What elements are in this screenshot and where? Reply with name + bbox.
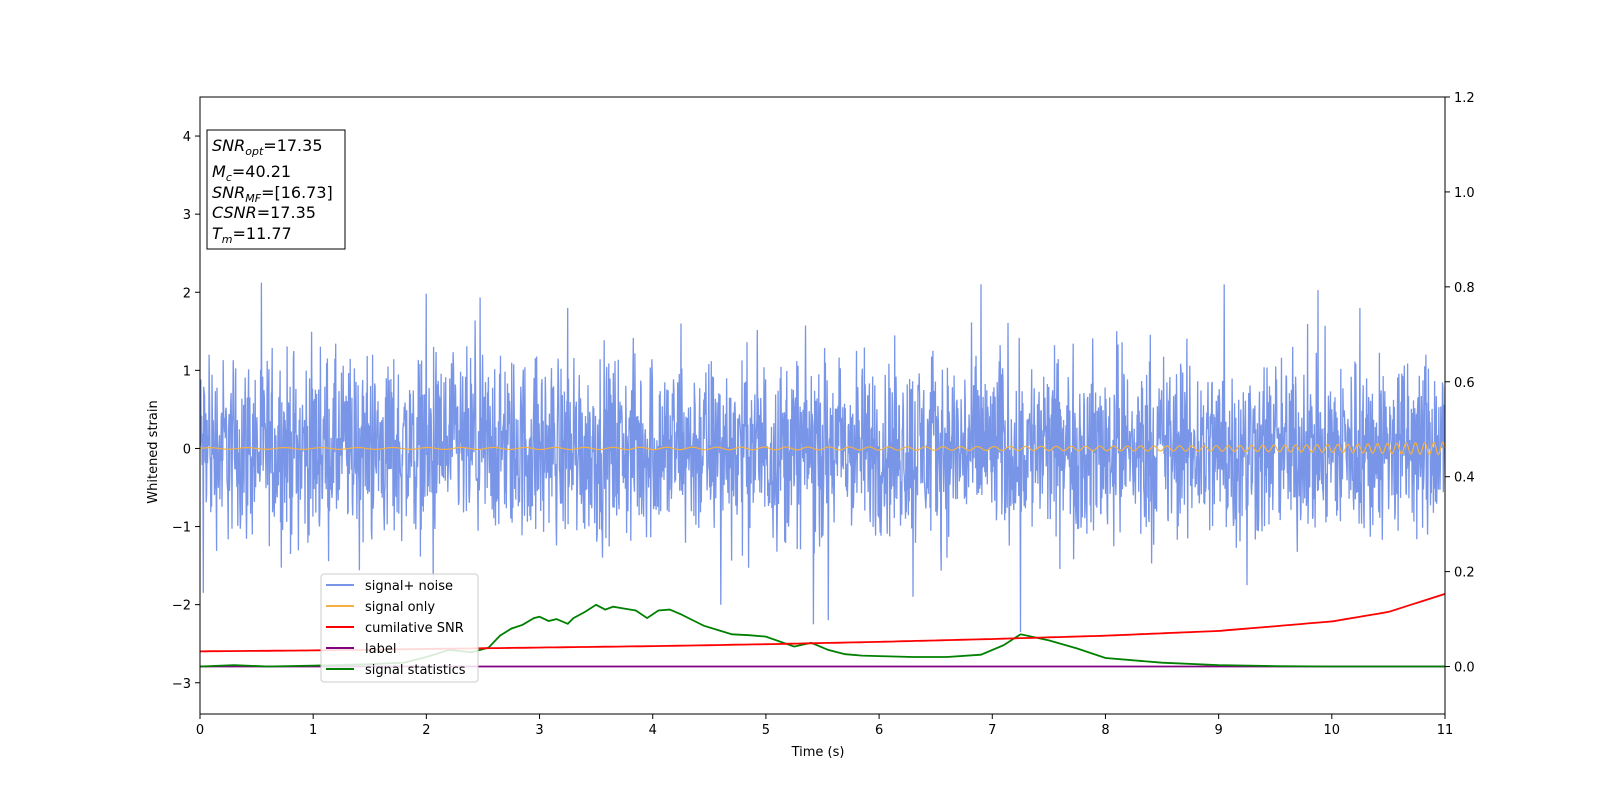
y-right-tick-label: 0.6 bbox=[1454, 376, 1475, 391]
y-tick-label: −3 bbox=[172, 677, 191, 692]
info-box-line: CSNR=17.35 bbox=[212, 203, 316, 222]
info-box-line: Tm=11.77 bbox=[212, 224, 292, 246]
info-box-line: SNRopt=17.35 bbox=[212, 136, 323, 158]
series-signal-only-line bbox=[200, 441, 1445, 456]
legend-label: label bbox=[365, 642, 396, 657]
x-tick-label: 9 bbox=[1214, 723, 1222, 738]
info-box: SNRopt=17.35 Mc=40.21SNRMF=[16.73]CSNR=17… bbox=[206, 129, 346, 250]
info-box-frame bbox=[206, 129, 346, 250]
x-tick-label: 3 bbox=[535, 723, 543, 738]
y-tick-label: −1 bbox=[172, 521, 191, 536]
legend-frame bbox=[320, 573, 479, 683]
x-tick-label: 2 bbox=[422, 723, 430, 738]
x-tick-label: 11 bbox=[1437, 723, 1454, 738]
y-tick-label: 0 bbox=[183, 442, 191, 457]
y-tick-label: 2 bbox=[183, 286, 191, 301]
y-right-tick-label: 1.2 bbox=[1454, 91, 1475, 106]
x-tick-label: 5 bbox=[762, 723, 770, 738]
y-right-tick-label: 0.2 bbox=[1454, 566, 1475, 581]
legend-label: signal+ noise bbox=[365, 579, 453, 594]
info-box-line: SNRMF=[16.73] bbox=[212, 183, 333, 205]
y-axis-label: Whitened strain bbox=[146, 400, 161, 503]
x-tick-label: 0 bbox=[196, 723, 204, 738]
legend-label: signal only bbox=[365, 600, 435, 615]
info-box-line: Mc=40.21 bbox=[212, 162, 291, 184]
y-tick-label: 1 bbox=[183, 364, 191, 379]
y-tick-label: 3 bbox=[183, 208, 191, 223]
x-tick-label: 4 bbox=[649, 723, 657, 738]
legend: signal+ noise signal only cumilative SNR la… bbox=[320, 573, 479, 683]
x-tick-label: 1 bbox=[309, 723, 317, 738]
legend-label: signal statistics bbox=[365, 663, 466, 678]
y-right-tick-label: 1.0 bbox=[1454, 186, 1475, 201]
x-tick-label: 6 bbox=[875, 723, 883, 738]
plot-frame bbox=[199, 96, 1446, 715]
y-right-tick-label: 0.0 bbox=[1454, 661, 1475, 676]
series-signal-noise-line bbox=[200, 282, 1445, 633]
x-axis-label: Time (s) bbox=[791, 745, 845, 760]
axes: 0 1 2 3 4 5 6 7 8 9 10 11 −3 −2 −1 0 1 2 3 4 0.0 0.2 0.4 0.6 0.8… bbox=[172, 91, 1475, 738]
x-tick-label: 8 bbox=[1101, 723, 1109, 738]
y-right-tick-label: 0.8 bbox=[1454, 281, 1475, 296]
y-right-tick-label: 0.4 bbox=[1454, 471, 1475, 486]
x-tick-label: 10 bbox=[1324, 723, 1341, 738]
legend-label: cumilative SNR bbox=[365, 621, 464, 636]
y-tick-label: 4 bbox=[183, 130, 191, 145]
y-tick-label: −2 bbox=[172, 599, 191, 614]
x-tick-label: 7 bbox=[988, 723, 996, 738]
